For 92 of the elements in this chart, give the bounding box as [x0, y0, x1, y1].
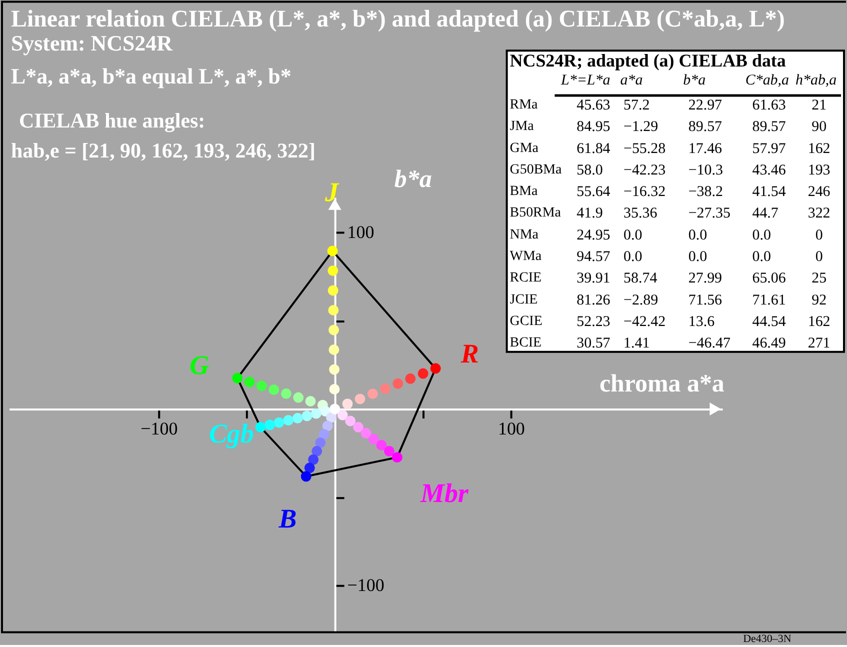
- text: 61.63: [752, 98, 786, 114]
- text: 162: [808, 140, 830, 157]
- text: 45.63: [576, 98, 610, 114]
- text: 71.56: [688, 292, 722, 308]
- chart-title: Linear relation CIELAB (L*, a*, b*) and adapted (a) CIELAB (C*ab,a, L*): [10, 6, 785, 33]
- text: 41.9: [576, 206, 603, 222]
- chart-subtitle: System: NCS24R: [10, 30, 174, 56]
- text: 21: [812, 98, 827, 114]
- text: 44.7: [752, 206, 778, 222]
- category-label: L*=L*a: [560, 72, 610, 89]
- text: 0: [815, 249, 823, 266]
- text: 193: [808, 162, 830, 178]
- category-label: G50BMa: [510, 162, 562, 178]
- text: 71.61: [752, 292, 786, 308]
- text: 94.57: [576, 249, 610, 266]
- category-label: BCIE: [510, 336, 542, 351]
- text: −16.32: [624, 184, 666, 200]
- text: 0.0: [752, 227, 771, 244]
- text: 41.54: [752, 184, 786, 200]
- text: De430–3N: [743, 633, 792, 646]
- text: 43.46: [752, 162, 786, 178]
- x-axis-title: chroma a*a: [599, 370, 725, 398]
- text: 46.49: [752, 336, 786, 352]
- series-label: Cgb: [208, 418, 254, 448]
- text: 322: [808, 206, 830, 222]
- text: −42.42: [624, 314, 666, 330]
- text: 39.91: [576, 270, 610, 287]
- y-axis-title: b*a: [394, 166, 432, 193]
- category-label: C*ab,a: [745, 72, 789, 89]
- text: 65.06: [752, 270, 786, 287]
- text: 0.0: [688, 249, 708, 266]
- series-label: R: [460, 338, 479, 369]
- category-label: JMa: [510, 119, 534, 134]
- category-label: GMa: [510, 140, 538, 156]
- text: 89.57: [752, 119, 786, 136]
- text: 58.0: [576, 162, 603, 178]
- text: 81.26: [576, 292, 610, 308]
- text: −42.23: [624, 162, 666, 178]
- text: 13.6: [688, 314, 715, 330]
- category-label: RMa: [510, 98, 538, 113]
- text: 0.0: [752, 249, 771, 266]
- text: 44.54: [752, 314, 786, 330]
- category-label: a*a: [620, 72, 643, 89]
- text: NCS24R; adapted (a) CIELAB data: [510, 50, 786, 71]
- text: −46.47: [688, 336, 730, 352]
- text: 0.0: [688, 227, 708, 244]
- text: 27.99: [688, 270, 722, 287]
- text: 57.2: [624, 98, 650, 114]
- text: −38.2: [688, 184, 723, 200]
- text: −55.28: [624, 140, 666, 157]
- text: 90: [812, 119, 827, 136]
- text: 58.74: [624, 270, 658, 287]
- text: 22.97: [688, 98, 722, 114]
- text: 84.95: [576, 119, 610, 136]
- category-label: h*ab,a: [796, 72, 837, 89]
- text: −2.89: [624, 292, 658, 308]
- text: L*a, a*a, b*a equal L*, a*, b*: [10, 64, 292, 89]
- text: 61.84: [576, 140, 610, 157]
- text: 89.57: [688, 119, 722, 136]
- category-label: JCIE: [510, 292, 538, 308]
- category-label: RCIE: [510, 270, 542, 286]
- text: 0: [815, 227, 823, 244]
- category-label: B50RMa: [510, 206, 561, 221]
- text: −10.3: [688, 162, 723, 178]
- category-label: WMa: [510, 249, 542, 264]
- series-label: Mbr: [420, 478, 469, 508]
- text: −27.35: [688, 206, 730, 222]
- text: 271: [808, 336, 830, 352]
- text: 246: [808, 184, 830, 200]
- text: −1.29: [624, 119, 658, 136]
- category-label: BMa: [510, 184, 538, 200]
- text: 0.0: [624, 249, 642, 266]
- text: 25: [812, 270, 827, 287]
- category-label: b*a: [683, 72, 706, 89]
- text: 162: [808, 314, 830, 330]
- series-label: G: [190, 350, 210, 380]
- text: 57.97: [752, 140, 786, 157]
- text: 92: [812, 292, 827, 308]
- text: 30.57: [576, 336, 610, 352]
- category-label: NMa: [510, 227, 538, 242]
- series-label: J: [324, 177, 340, 208]
- series-label: B: [278, 504, 297, 534]
- text: 1.41: [624, 336, 650, 352]
- text: CIELAB hue angles:: [18, 108, 206, 132]
- text: 17.46: [688, 140, 722, 157]
- text: 0.0: [624, 227, 642, 244]
- text: 52.23: [576, 314, 610, 330]
- category-label: GCIE: [510, 314, 542, 329]
- text: 24.95: [576, 227, 610, 244]
- text: hab,e = [21, 90, 162, 193, 246, 322]: [10, 138, 316, 162]
- text: 55.64: [576, 184, 610, 200]
- text: 35.36: [624, 206, 658, 222]
